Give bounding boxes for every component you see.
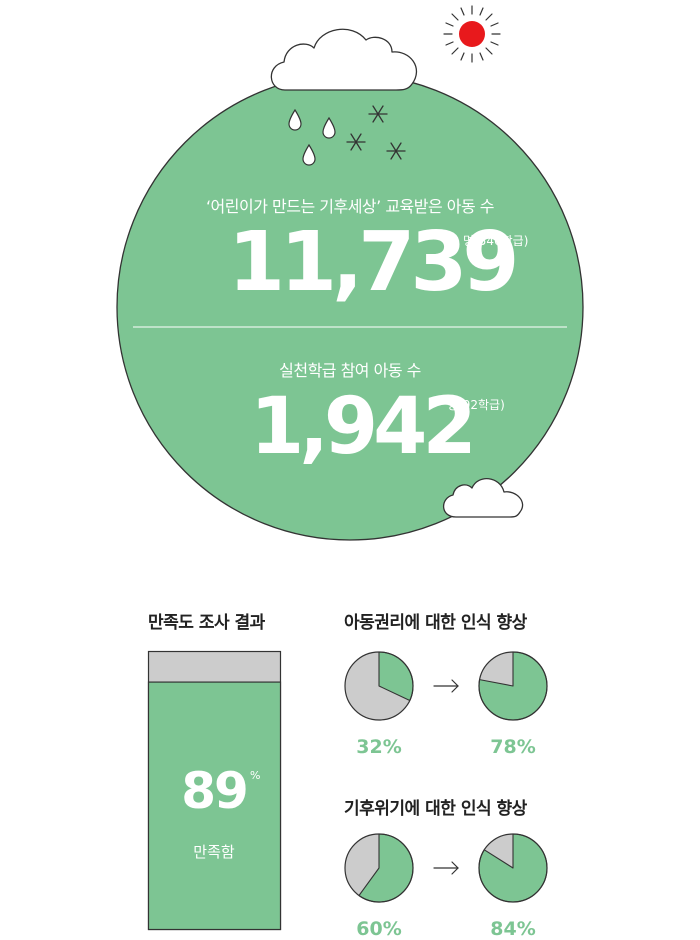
climate-after-percent: 84% xyxy=(490,918,536,940)
arrow-right-icon xyxy=(433,861,459,875)
sun-icon xyxy=(443,5,501,63)
satisfaction-label: 만족함 xyxy=(193,843,235,861)
satisfaction-value: 89 xyxy=(181,762,249,820)
satisfaction-bar xyxy=(147,650,282,931)
pie-chart-climate-before xyxy=(344,833,414,903)
cloud-icon xyxy=(270,28,418,91)
educated-count: 11,739 xyxy=(228,215,519,310)
satisfaction-percent-sign: % xyxy=(250,769,261,782)
rights-before-percent: 32% xyxy=(356,736,402,758)
rights-after-percent: 78% xyxy=(490,736,536,758)
snowflake-icon xyxy=(346,105,406,160)
practice-count: 1,942 xyxy=(250,382,477,472)
raindrop-icon xyxy=(288,108,336,166)
rights-title: 아동권리에 대한 인식 향상 xyxy=(344,613,527,633)
climate-before-percent: 60% xyxy=(356,918,402,940)
practice-unit: 명(92학급) xyxy=(447,398,505,412)
cloud-icon xyxy=(442,478,524,518)
pie-chart-rights-after xyxy=(478,651,548,721)
educated-label: ‘어린이가 만드는 기후세상’ 교육받은 아동 수 xyxy=(205,197,495,216)
pie-outline xyxy=(478,833,548,903)
pie-outline xyxy=(478,651,548,721)
practice-label: 실천학급 참여 아동 수 xyxy=(279,361,421,380)
pie-chart-rights-before xyxy=(344,651,414,721)
arrow-right-icon xyxy=(433,679,459,693)
pie-chart-climate-after xyxy=(478,833,548,903)
pie-outline xyxy=(344,833,414,903)
pie-outline xyxy=(344,651,414,721)
satisfaction-title: 만족도 조사 결과 xyxy=(148,613,265,633)
climate-title: 기후위기에 대한 인식 향상 xyxy=(344,799,527,819)
educated-unit: 명(546학급) xyxy=(463,234,529,248)
